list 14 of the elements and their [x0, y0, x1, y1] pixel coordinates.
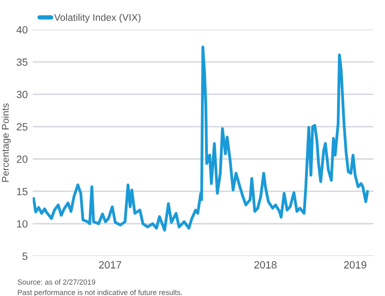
line-series: [32, 46, 369, 232]
y-tick-label: 30: [16, 90, 28, 98]
y-tick-label: 10: [17, 220, 28, 228]
y-tick-label: 40: [16, 26, 28, 34]
y-tick-label: 5: [22, 252, 28, 260]
legend-label: Volatility Index (VIX): [54, 14, 141, 23]
x-tick-label: 2017: [99, 261, 122, 269]
y-axis-title: Percentage Points: [2, 103, 11, 182]
x-tick-label: 2019: [344, 261, 366, 269]
y-tick-label: 20: [16, 155, 28, 163]
y-tick-label: 25: [16, 123, 28, 131]
y-tick-label: 15: [17, 188, 28, 196]
x-tick-label: 2018: [254, 261, 277, 269]
y-tick-label: 35: [16, 58, 28, 66]
